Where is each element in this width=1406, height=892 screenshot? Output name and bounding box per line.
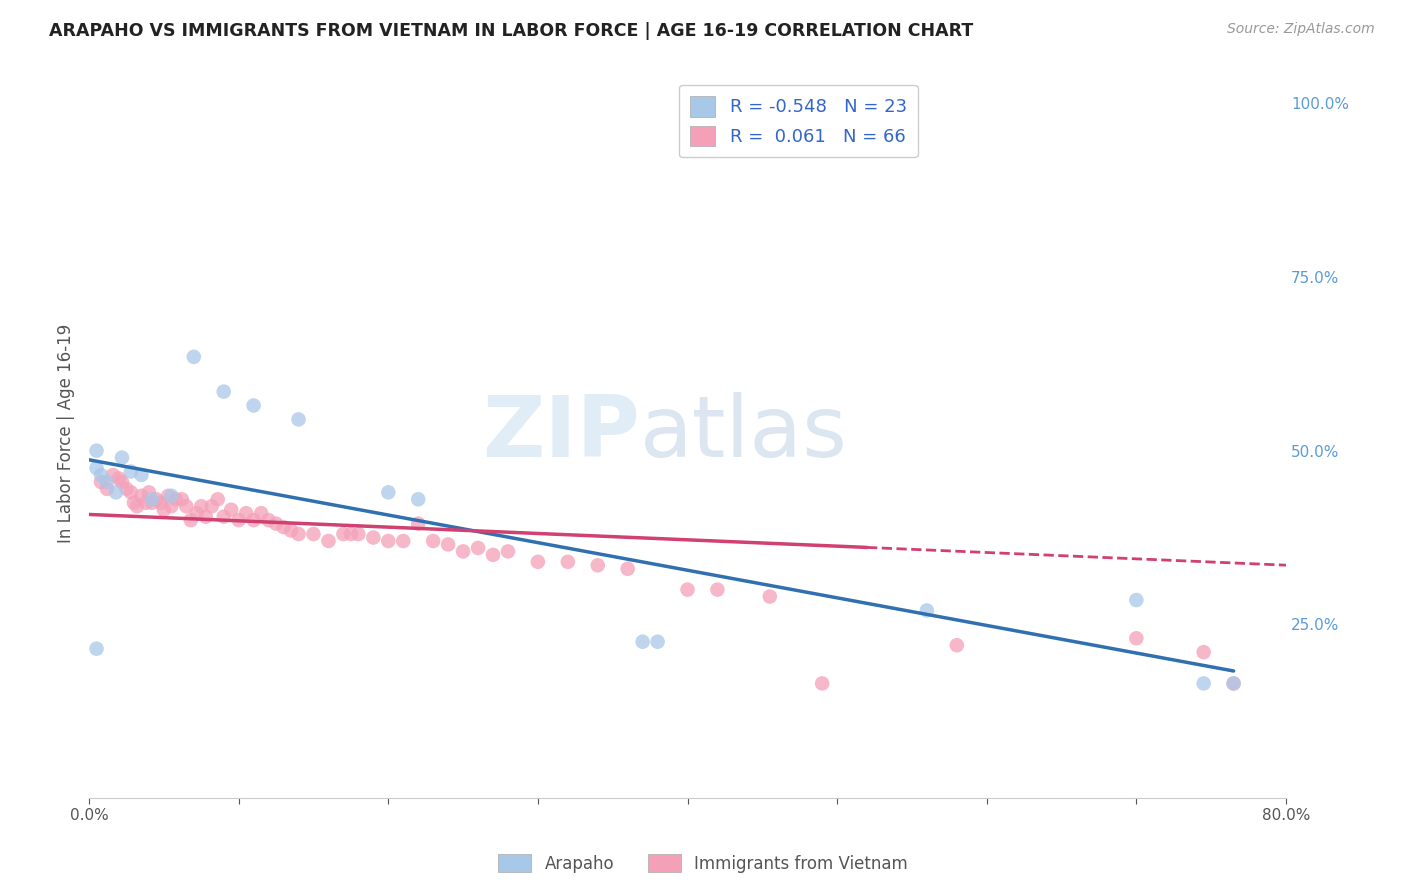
Y-axis label: In Labor Force | Age 16-19: In Labor Force | Age 16-19 bbox=[58, 324, 75, 543]
Point bbox=[527, 555, 550, 569]
Point bbox=[86, 461, 108, 475]
Point bbox=[153, 502, 176, 516]
Point bbox=[273, 520, 295, 534]
Point bbox=[235, 506, 257, 520]
Text: atlas: atlas bbox=[640, 392, 848, 475]
Point bbox=[676, 582, 699, 597]
Point bbox=[86, 443, 108, 458]
Point bbox=[105, 485, 128, 500]
Point bbox=[228, 513, 250, 527]
Point bbox=[170, 492, 193, 507]
Point bbox=[946, 638, 969, 652]
Point bbox=[111, 450, 134, 465]
Point bbox=[131, 467, 153, 482]
Point bbox=[377, 533, 399, 548]
Point bbox=[377, 485, 399, 500]
Point bbox=[160, 489, 183, 503]
Point bbox=[120, 485, 142, 500]
Point bbox=[242, 399, 264, 413]
Point bbox=[194, 509, 217, 524]
Point bbox=[482, 548, 505, 562]
Point bbox=[302, 527, 325, 541]
Point bbox=[219, 502, 242, 516]
Point bbox=[180, 513, 202, 527]
Point bbox=[207, 492, 229, 507]
Point bbox=[557, 555, 579, 569]
Point bbox=[157, 489, 180, 503]
Point bbox=[406, 492, 429, 507]
Point bbox=[149, 496, 172, 510]
Point bbox=[280, 524, 302, 538]
Point bbox=[467, 541, 489, 555]
Point bbox=[90, 467, 112, 482]
Point bbox=[115, 482, 138, 496]
Point bbox=[96, 475, 118, 489]
Point bbox=[212, 509, 235, 524]
Point bbox=[186, 506, 208, 520]
Point bbox=[101, 467, 124, 482]
Point bbox=[1222, 676, 1244, 690]
Point bbox=[406, 516, 429, 531]
Point bbox=[451, 544, 474, 558]
Point bbox=[287, 412, 309, 426]
Text: ZIP: ZIP bbox=[482, 392, 640, 475]
Point bbox=[176, 500, 198, 514]
Point bbox=[647, 634, 669, 648]
Point bbox=[1222, 676, 1244, 690]
Point bbox=[264, 516, 287, 531]
Point bbox=[437, 537, 460, 551]
Point bbox=[1192, 645, 1215, 659]
Point bbox=[422, 533, 444, 548]
Point bbox=[1125, 593, 1147, 607]
Point bbox=[190, 500, 212, 514]
Point bbox=[347, 527, 370, 541]
Point bbox=[811, 676, 834, 690]
Point bbox=[332, 527, 354, 541]
Point bbox=[135, 496, 157, 510]
Point bbox=[915, 603, 938, 617]
Point bbox=[86, 641, 108, 656]
Point bbox=[141, 492, 163, 507]
Point bbox=[131, 489, 153, 503]
Point bbox=[318, 533, 340, 548]
Text: Source: ZipAtlas.com: Source: ZipAtlas.com bbox=[1227, 22, 1375, 37]
Legend: R = -0.548   N = 23, R =  0.061   N = 66: R = -0.548 N = 23, R = 0.061 N = 66 bbox=[679, 85, 918, 157]
Point bbox=[706, 582, 728, 597]
Point bbox=[616, 562, 638, 576]
Point bbox=[90, 475, 112, 489]
Point bbox=[287, 527, 309, 541]
Point bbox=[586, 558, 609, 573]
Point bbox=[759, 590, 782, 604]
Point bbox=[120, 465, 142, 479]
Point bbox=[1125, 632, 1147, 646]
Point bbox=[108, 471, 131, 485]
Point bbox=[1192, 676, 1215, 690]
Point bbox=[212, 384, 235, 399]
Point bbox=[631, 634, 654, 648]
Point bbox=[363, 531, 385, 545]
Point bbox=[250, 506, 273, 520]
Point bbox=[183, 350, 205, 364]
Point bbox=[496, 544, 519, 558]
Point bbox=[145, 492, 167, 507]
Point bbox=[201, 500, 224, 514]
Point bbox=[392, 533, 415, 548]
Point bbox=[242, 513, 264, 527]
Point bbox=[340, 527, 363, 541]
Point bbox=[111, 475, 134, 489]
Point bbox=[125, 500, 148, 514]
Point bbox=[122, 496, 145, 510]
Point bbox=[160, 500, 183, 514]
Legend: Arapaho, Immigrants from Vietnam: Arapaho, Immigrants from Vietnam bbox=[491, 847, 915, 880]
Point bbox=[138, 485, 160, 500]
Text: ARAPAHO VS IMMIGRANTS FROM VIETNAM IN LABOR FORCE | AGE 16-19 CORRELATION CHART: ARAPAHO VS IMMIGRANTS FROM VIETNAM IN LA… bbox=[49, 22, 973, 40]
Point bbox=[96, 482, 118, 496]
Point bbox=[257, 513, 280, 527]
Point bbox=[165, 492, 187, 507]
Point bbox=[141, 496, 163, 510]
